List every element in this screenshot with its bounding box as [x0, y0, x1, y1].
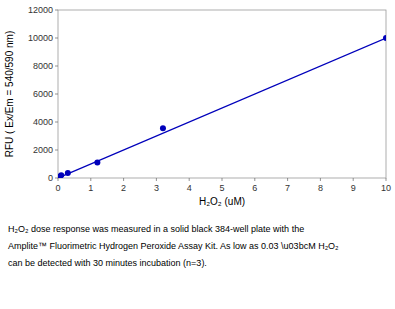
x-tick-label: 9	[351, 183, 356, 193]
x-tick	[123, 178, 124, 181]
y-axis-label: RFU ( Ex/Em = 540/590 nm)	[4, 31, 15, 157]
x-tick	[386, 178, 387, 181]
x-axis-label: H₂O₂ (uM)	[199, 196, 245, 207]
y-tick-label: 8000	[33, 61, 53, 71]
y-tick-label: 0	[48, 173, 53, 183]
x-tick	[90, 178, 91, 181]
x-tick-label: 2	[121, 183, 126, 193]
y-tick-label: 4000	[33, 117, 53, 127]
point	[160, 125, 166, 131]
x-tick	[156, 178, 157, 181]
y-tick	[55, 150, 58, 151]
point	[58, 172, 64, 178]
x-tick	[189, 178, 190, 181]
y-tick-label: 12000	[28, 5, 53, 15]
x-tick	[58, 178, 59, 181]
point	[94, 160, 100, 166]
x-tick-label: 10	[381, 183, 391, 193]
caption: H₂O₂ dose response was measured in a sol…	[8, 224, 304, 234]
fit-line	[58, 38, 386, 178]
y-tick	[55, 122, 58, 123]
y-tick-label: 6000	[33, 89, 53, 99]
y-tick	[55, 94, 58, 95]
x-tick	[353, 178, 354, 181]
point	[383, 35, 386, 41]
y-tick	[55, 38, 58, 39]
x-tick-label: 1	[88, 183, 93, 193]
y-tick	[55, 66, 58, 67]
caption: Amplite™ Fluorimetric Hydrogen Peroxide …	[8, 241, 339, 251]
x-tick-label: 8	[318, 183, 323, 193]
y-tick-label: 2000	[33, 145, 53, 155]
y-tick	[55, 178, 58, 179]
x-tick	[320, 178, 321, 181]
y-tick-label: 10000	[28, 33, 53, 43]
x-tick	[287, 178, 288, 181]
x-tick-label: 4	[187, 183, 192, 193]
chart: 0 1 2 3 4 5 6 7 8 9 10 0 2000 4000 6000 8000 10000 12000 H…	[0, 0, 395, 309]
caption: can be detected with 30 minutes incubati…	[8, 258, 207, 268]
plot-frame	[58, 10, 386, 178]
x-tick	[222, 178, 223, 181]
point	[65, 170, 71, 176]
x-tick	[254, 178, 255, 181]
y-tick	[55, 10, 58, 11]
x-tick-label: 6	[252, 183, 257, 193]
plot-area	[58, 35, 386, 178]
x-tick-label: 0	[55, 183, 60, 193]
x-tick-label: 5	[219, 183, 224, 193]
x-tick-label: 3	[154, 183, 159, 193]
x-tick-label: 7	[285, 183, 290, 193]
